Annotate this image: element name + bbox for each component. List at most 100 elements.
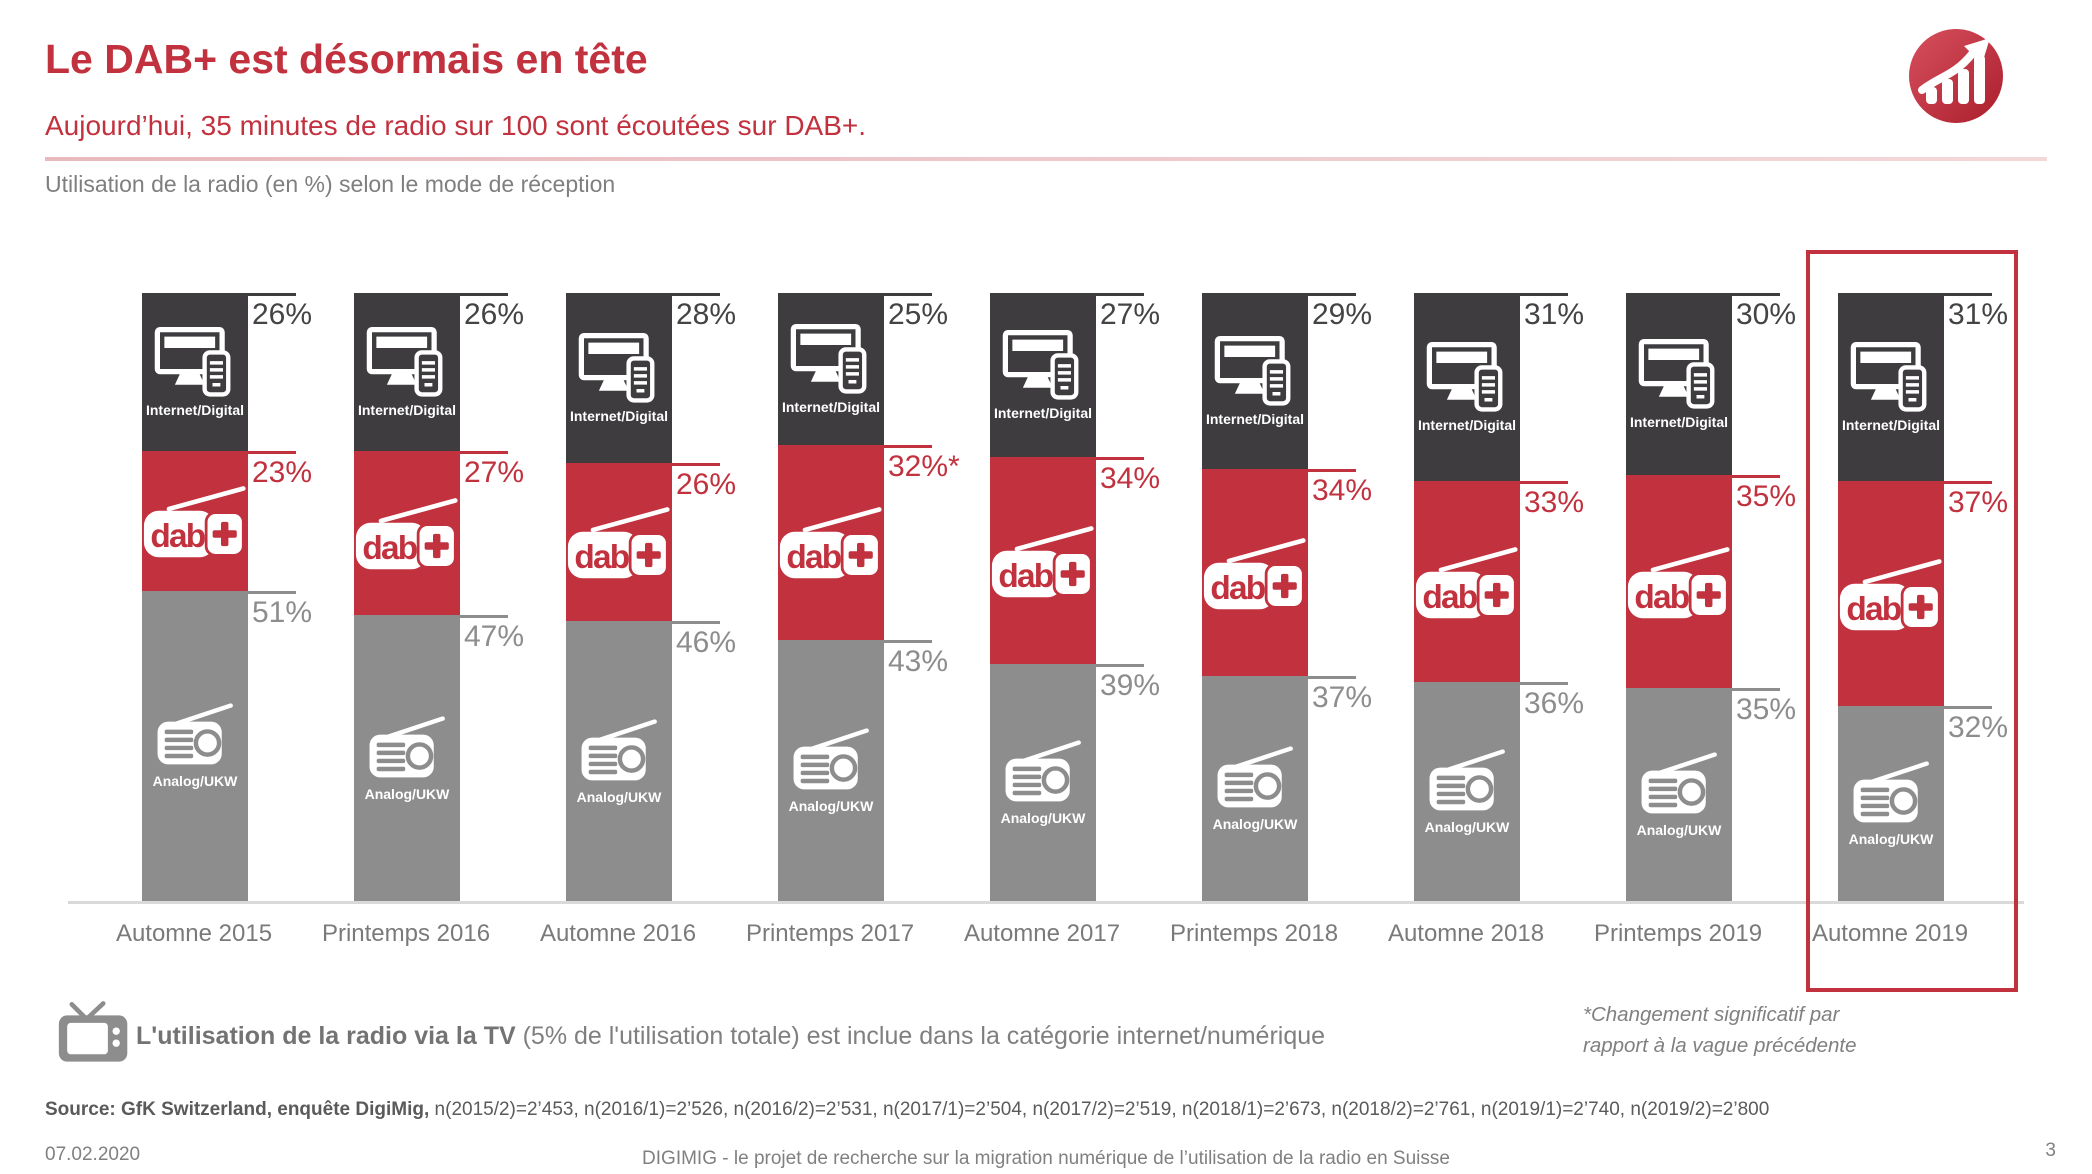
monitor-smartphone-icon (1426, 341, 1503, 412)
stacked-bar: Internet/Digital dab Analog/UKW (1202, 293, 1308, 901)
bar-column-printemps-2017: 25% 32%* 43% Internet/Digital dab Analog/U… (724, 293, 960, 901)
svg-text:dab: dab (998, 558, 1053, 595)
radio-icon (1429, 749, 1505, 811)
monitor-smartphone-icon (1214, 335, 1291, 406)
x-axis-label-printemps-2016: Printemps 2016 (321, 920, 491, 947)
value-label: 35% (1736, 480, 1797, 514)
value-tick (882, 445, 932, 448)
footer-date: 07.02.2020 (45, 1144, 141, 1165)
dab-plus-logo: dab (779, 507, 882, 579)
bar-column-printemps-2016: 26% 27% 47% Internet/Digital dab Analog/UK… (300, 293, 524, 901)
highlight-box-automne-2019 (1806, 250, 2018, 992)
bar-column-automne-2018: 31% 33% 36% Internet/Digital dab Analog/UK… (1360, 293, 1584, 901)
svg-text:dab: dab (1846, 591, 1901, 628)
page-number: 3 (2045, 1140, 2056, 1161)
segment-name-label: Analog/UKW (1212, 816, 1298, 832)
value-tick (1094, 293, 1144, 296)
page-title: Le DAB+ est désormais en tête (45, 36, 648, 82)
value-tick (1730, 293, 1780, 296)
svg-text:dab: dab (1422, 579, 1477, 616)
dab-plus-logo: dab (1203, 537, 1306, 609)
x-axis-label-automne-2019: Automne 2019 (1811, 920, 1969, 947)
source-line: Source: GfK Switzerland, enquête DigiMig… (45, 1099, 1769, 1121)
segment-name-label: Analog/UKW (576, 788, 662, 805)
stacked-bar: Internet/Digital dab Analog/UKW (142, 293, 248, 901)
value-tick (1942, 706, 1992, 710)
value-tick (1306, 676, 1356, 680)
value-label: 37% (1312, 681, 1373, 715)
value-tick (1730, 688, 1780, 692)
segment-analog-ukw: Analog/UKW (1626, 688, 1732, 901)
segment-analog-ukw: Analog/UKW (990, 663, 1096, 901)
value-label: 28% (676, 298, 737, 331)
segment-internet-digital: Internet/Digital (1414, 293, 1520, 482)
footer-project-title: DIGIMIG - le projet de recherche sur la … (642, 1148, 1450, 1169)
segment-name-label: Internet/Digital (357, 401, 456, 418)
value-tick (670, 463, 720, 467)
segment-internet-digital: Internet/Digital (990, 293, 1096, 458)
tv-note-bold: L'utilisation de la radio via la TV (136, 1022, 516, 1050)
stacked-bar: Internet/Digital dab Analog/UKW (1414, 293, 1520, 901)
divider (45, 157, 2047, 161)
stacked-bar: Internet/Digital dab Analog/UKW (778, 293, 884, 901)
segment-name-label: Analog/UKW (152, 773, 238, 790)
segment-name-label: Analog/UKW (1000, 809, 1086, 826)
segment-analog-ukw: Analog/UKW (566, 621, 672, 901)
segment-dab: dab (1414, 481, 1520, 683)
value-tick (670, 293, 720, 296)
value-tick (1942, 293, 1992, 296)
segment-dab: dab (778, 445, 884, 640)
segment-internet-digital: Internet/Digital (1202, 293, 1308, 470)
radio-icon (157, 703, 233, 765)
monitor-smartphone-icon (790, 323, 867, 394)
radio-icon (369, 715, 445, 778)
radio-icon (581, 718, 657, 781)
tv-note: L'utilisation de la radio via la TV (5% … (136, 1022, 1325, 1051)
stacked-bar-chart: 26% 23% 51% Internet/Digital dab Analog/UK… (68, 250, 2024, 992)
value-tick (1518, 682, 1568, 686)
dab-plus-logo: dab (1415, 546, 1518, 618)
value-label: 30% (1736, 298, 1797, 331)
segment-internet-digital: Internet/Digital (1626, 293, 1732, 476)
stacked-bar: Internet/Digital dab Analog/UKW (354, 293, 460, 901)
segment-dab: dab (566, 463, 672, 622)
value-tick (1730, 475, 1780, 479)
segment-analog-ukw: Analog/UKW (778, 639, 884, 901)
stacked-bar: Internet/Digital dab Analog/UKW (566, 293, 672, 901)
segment-name-label: Internet/Digital (1417, 416, 1516, 433)
segment-name-label: Analog/UKW (1636, 822, 1722, 839)
segment-name-label: Internet/Digital (1205, 410, 1304, 427)
segment-name-label: Internet/Digital (993, 404, 1092, 421)
value-label: 34% (1312, 474, 1373, 508)
value-tick (1094, 457, 1144, 461)
value-tick (458, 451, 508, 455)
significance-footnote: *Changement significatif par rapport à l… (1583, 1000, 1857, 1062)
segment-name-label: Internet/Digital (1841, 416, 1940, 433)
stacked-bar: Internet/Digital dab Analog/UKW (990, 293, 1096, 901)
value-tick (1518, 293, 1568, 296)
value-tick (670, 621, 720, 625)
stacked-bar: Internet/Digital dab Analog/UKW (1626, 293, 1732, 901)
svg-text:dab: dab (1634, 579, 1689, 616)
radio-icon (1217, 746, 1293, 808)
segment-internet-digital: Internet/Digital (566, 293, 672, 464)
value-label: 26% (676, 468, 737, 502)
value-label: 33% (1524, 486, 1585, 520)
value-label: 31% (1948, 298, 2009, 331)
x-axis-label-automne-2015: Automne 2015 (115, 920, 273, 947)
value-label: 47% (464, 620, 525, 654)
x-axis-label-automne-2016: Automne 2016 (539, 920, 697, 947)
bar-column-automne-2016: 28% 26% 46% Internet/Digital dab Analog/UK… (512, 293, 736, 901)
segment-name-label: Analog/UKW (1848, 831, 1934, 848)
segment-analog-ukw: Analog/UKW (1202, 676, 1308, 901)
monitor-smartphone-icon (1850, 341, 1927, 412)
segment-analog-ukw: Analog/UKW (142, 590, 248, 901)
value-tick (882, 639, 932, 643)
segment-internet-digital: Internet/Digital (1838, 293, 1944, 482)
value-label: 35% (1736, 693, 1797, 727)
bar-column-printemps-2018: 29% 34% 37% Internet/Digital dab Analog/UK… (1148, 293, 1372, 901)
radio-icon (1005, 740, 1081, 802)
monitor-smartphone-icon (1002, 329, 1079, 400)
svg-text:dab: dab (362, 530, 417, 567)
value-label: 23% (252, 456, 313, 490)
